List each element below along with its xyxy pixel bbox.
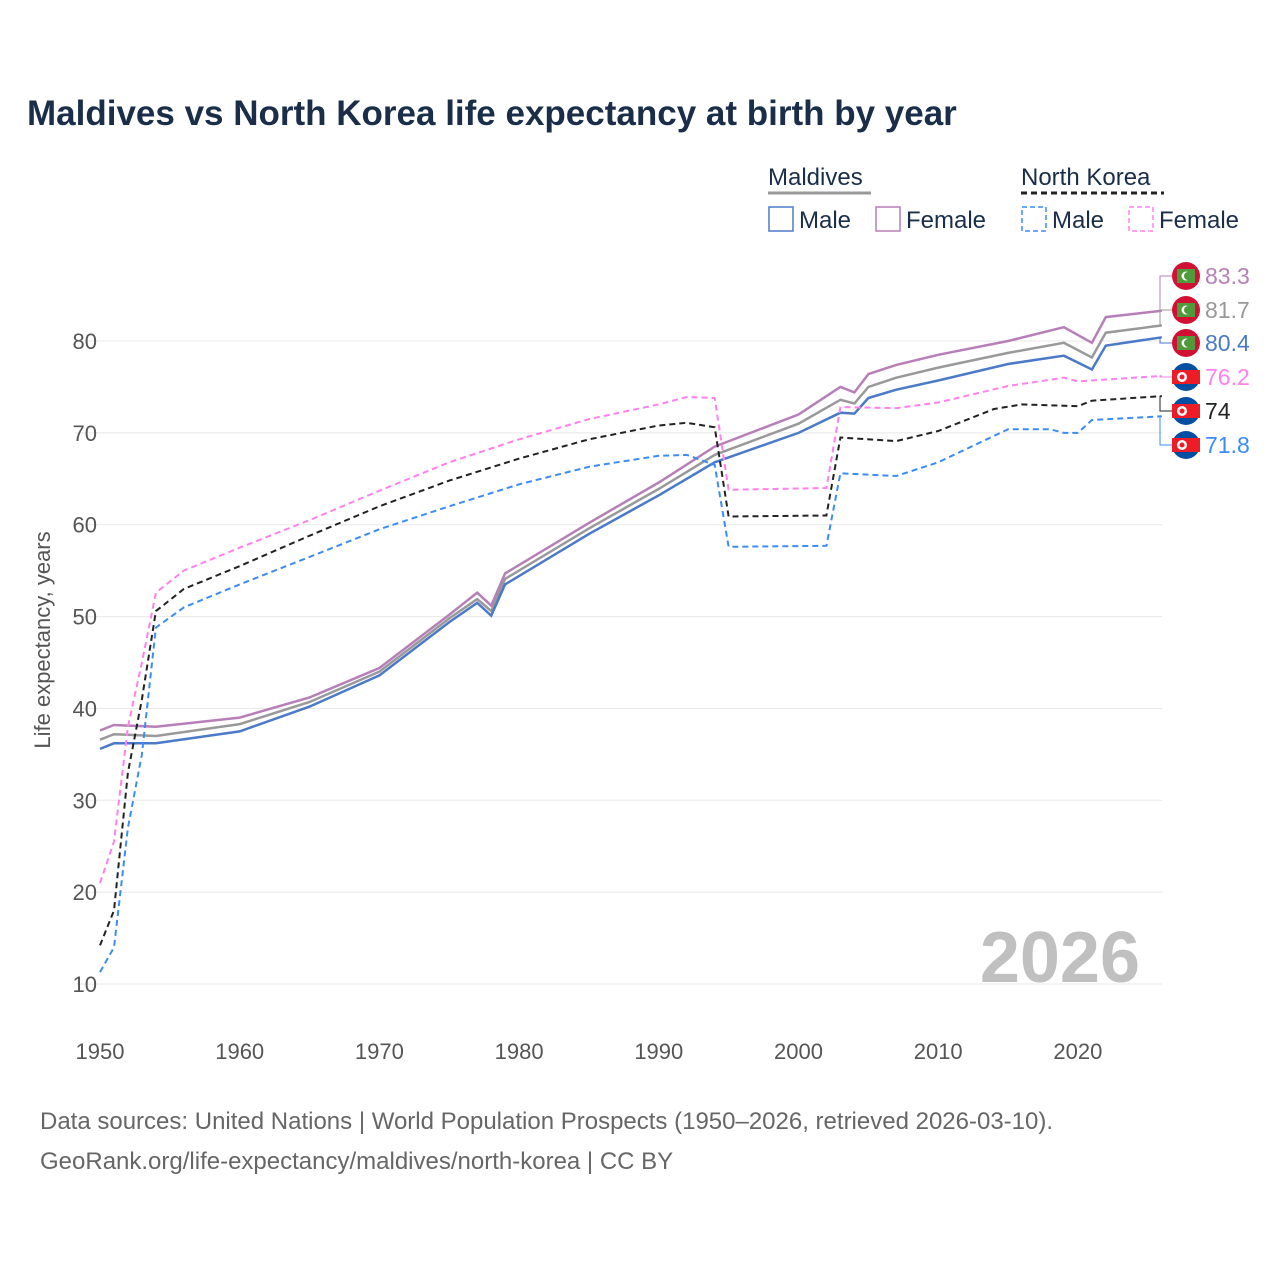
y-axis-label: Life expectancy, years [30,531,55,748]
x-tick-label: 2020 [1053,1039,1102,1064]
source-text: Data sources: United Nations | World Pop… [40,1108,1054,1135]
chart-title: Maldives vs North Korea life expectancy … [27,94,957,133]
series-line-north-korea-female [99,374,1162,884]
legend-item-label: Female [906,207,986,234]
x-tick-label: 1990 [634,1039,683,1064]
y-tick-label: 50 [73,605,97,630]
star-icon [1179,442,1185,448]
end-connector [1159,395,1172,412]
legend-item-label: Male [799,207,851,234]
y-tick-label: 70 [73,421,97,446]
star-icon [1179,408,1185,414]
end-value-label: 80.4 [1205,330,1250,356]
end-connector [1159,336,1172,344]
end-value-label: 81.7 [1205,297,1250,323]
x-tick-label: 2000 [774,1039,823,1064]
x-tick-label: 1960 [215,1039,264,1064]
y-tick-label: 30 [73,788,97,813]
series-line-maldives-both [99,324,1162,741]
y-tick-label: 80 [73,329,97,354]
x-tick-label: 2010 [914,1039,963,1064]
y-tick-label: 20 [73,880,97,905]
legend-swatch [875,206,901,232]
end-value-label: 71.8 [1205,432,1250,458]
end-connector [1159,375,1172,378]
y-tick-label: 60 [73,513,97,538]
crescent-icon [1184,306,1192,314]
x-tick-label: 1970 [355,1039,404,1064]
x-tick-label: 1950 [76,1039,125,1064]
series-line-maldives-male [99,336,1162,751]
y-tick-label: 10 [73,972,97,997]
legend-item-label: Female [1159,207,1239,234]
legend-group-title: Maldives [768,164,863,191]
legend-swatch [768,206,794,232]
y-tick-label: 40 [73,696,97,721]
legend-item-label: Male [1052,207,1104,234]
star-icon [1179,374,1185,380]
end-value-label: 83.3 [1205,263,1250,289]
x-tick-label: 1980 [495,1039,544,1064]
series-line-north-korea-both [99,395,1162,946]
crescent-icon [1184,272,1192,280]
end-value-label: 74 [1205,398,1231,424]
series-line-north-korea-male [99,415,1162,973]
legend-swatch [1021,206,1047,232]
end-connector [1159,415,1172,446]
legend-group-title: North Korea [1021,164,1151,191]
end-connector [1159,275,1172,312]
end-value-label: 76.2 [1205,364,1250,390]
crescent-icon [1184,339,1192,347]
end-connector [1159,309,1172,326]
series-line-maldives-female [99,309,1162,732]
source-link[interactable]: GeoRank.org/life-expectancy/maldives/nor… [40,1148,674,1175]
year-watermark: 2026 [980,918,1140,998]
legend-swatch [1128,206,1154,232]
